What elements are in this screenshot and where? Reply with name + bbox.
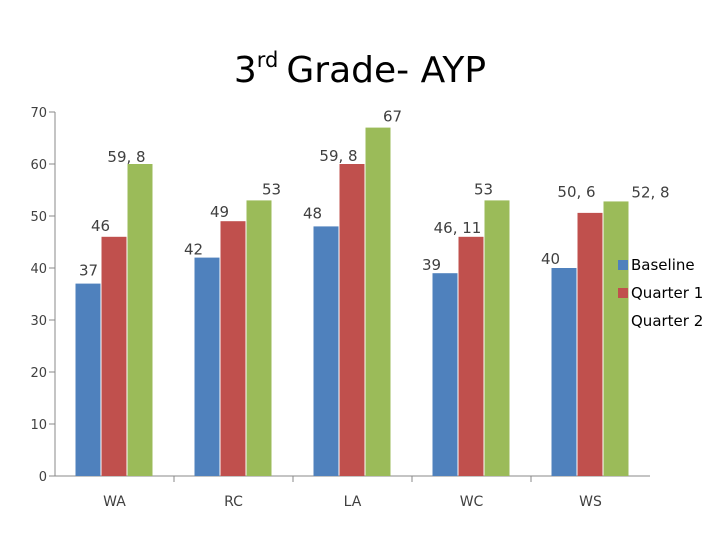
- bar-quarter-1: [101, 236, 127, 476]
- data-label: 59, 8: [107, 148, 145, 166]
- data-labels: 37 46 59, 8 42 49 53 48 59, 8 67 39 46, 11 53 40 50, …: [79, 108, 670, 280]
- data-label: 46: [91, 217, 110, 235]
- legend-label: Quarter 2: [631, 312, 703, 330]
- legend-swatch: [618, 316, 628, 326]
- x-category-label: LA: [344, 494, 362, 510]
- data-label: 37: [79, 262, 98, 280]
- x-category-label: WC: [460, 494, 484, 510]
- data-label: 40: [541, 250, 560, 268]
- bar-quarter-2: [484, 200, 510, 476]
- bars: [75, 127, 629, 476]
- bar-quarter-1: [339, 164, 365, 476]
- y-tick-label: 30: [30, 314, 47, 329]
- data-label: 52, 8: [631, 183, 669, 201]
- axes: 0 10 20 30 40 50 60 70 WA RC LA WC WS: [30, 106, 650, 510]
- bar-quarter-1: [458, 236, 484, 476]
- data-label: 59, 8: [319, 147, 357, 165]
- data-label: 48: [303, 204, 322, 222]
- bar-quarter-1: [577, 212, 603, 476]
- bar-quarter-1: [220, 221, 246, 476]
- bar-baseline: [194, 257, 220, 476]
- bar-baseline: [75, 283, 101, 476]
- legend-label: Baseline: [631, 256, 695, 274]
- chart-title: 3rd Grade- AYP: [234, 48, 486, 91]
- bar-baseline: [313, 226, 339, 476]
- bar-quarter-2: [246, 200, 272, 476]
- x-category-label: WA: [103, 494, 126, 510]
- y-tick-label: 20: [30, 366, 47, 381]
- y-tick-label: 0: [39, 470, 47, 485]
- legend-swatch: [618, 288, 628, 298]
- y-tick-label: 10: [30, 418, 47, 433]
- data-label: 50, 6: [557, 183, 595, 201]
- y-tick-label: 50: [30, 210, 47, 225]
- data-label: 42: [184, 241, 203, 259]
- x-category-label: RC: [224, 494, 243, 510]
- bar-quarter-2: [603, 201, 629, 476]
- data-label: 67: [383, 108, 402, 126]
- bar-quarter-2: [365, 127, 391, 476]
- y-tick-label: 70: [30, 106, 47, 121]
- bar-baseline: [432, 273, 458, 476]
- data-label: 53: [262, 180, 281, 198]
- x-category-label: WS: [579, 494, 602, 510]
- legend-swatch: [618, 260, 628, 270]
- data-label: 46, 11: [434, 219, 482, 237]
- y-tick-label: 60: [30, 158, 47, 173]
- y-tick-label: 40: [30, 262, 47, 277]
- data-label: 39: [422, 256, 441, 274]
- bar-quarter-2: [127, 164, 153, 476]
- data-label: 49: [210, 203, 229, 221]
- bar-baseline: [551, 268, 577, 476]
- legend: Baseline Quarter 1 Quarter 2: [618, 256, 703, 330]
- data-label: 53: [474, 180, 493, 198]
- legend-label: Quarter 1: [631, 284, 703, 302]
